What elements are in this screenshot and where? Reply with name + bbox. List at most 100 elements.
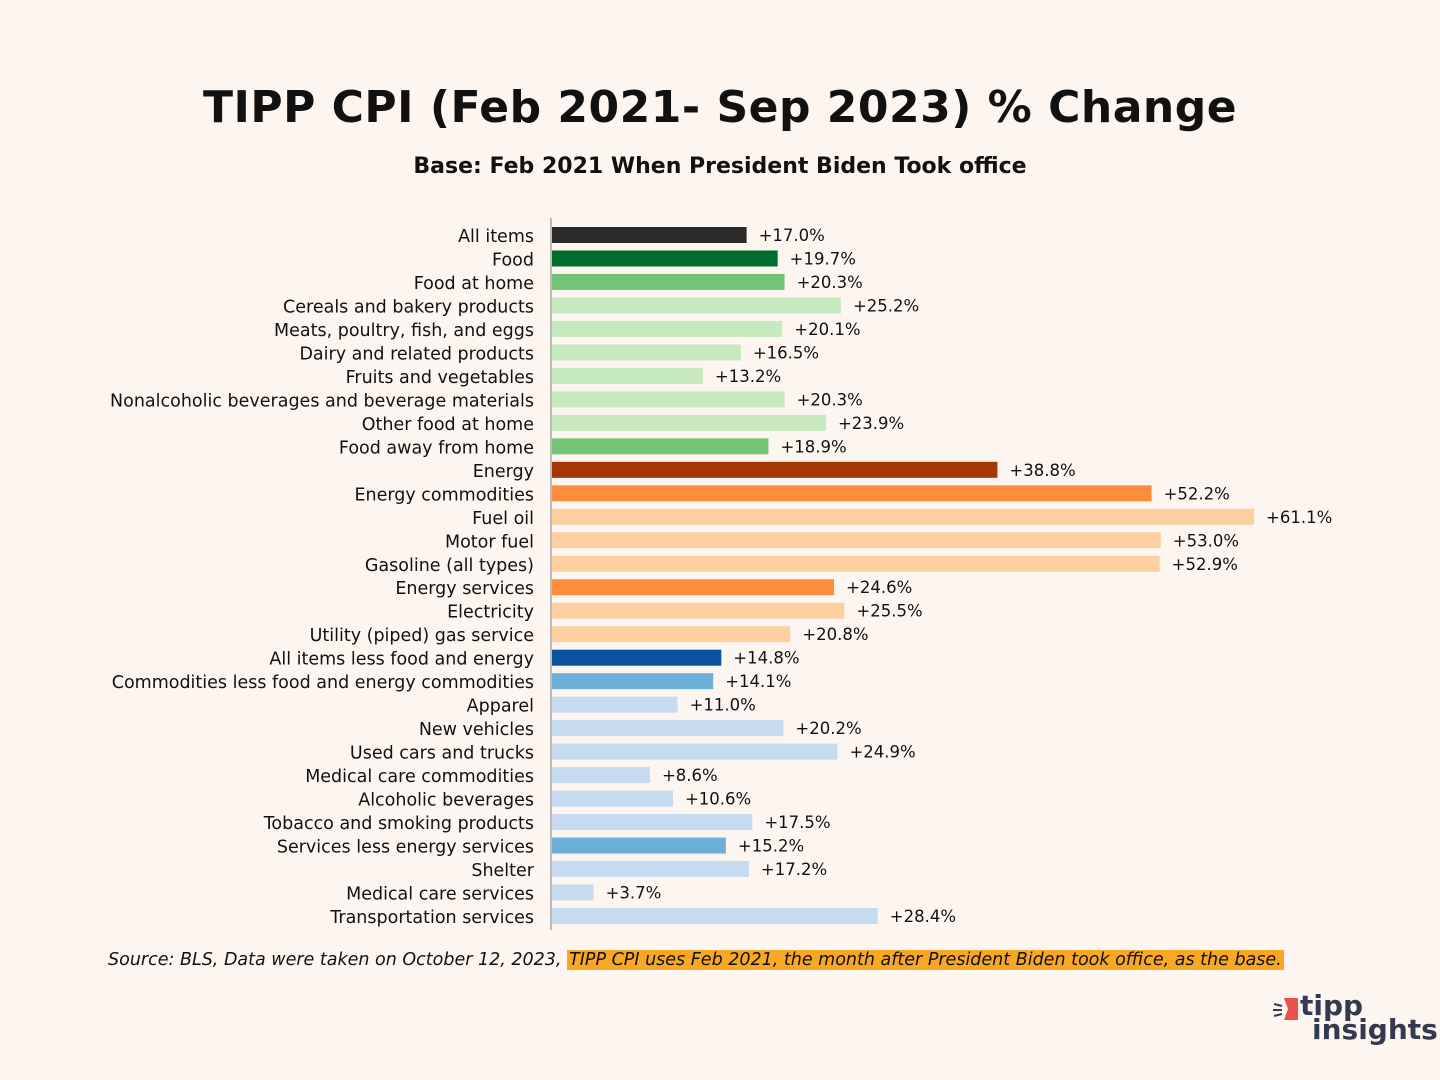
category-label: Utility (piped) gas service — [310, 626, 534, 646]
bar — [551, 626, 791, 643]
data-label: +53.0% — [1173, 531, 1239, 550]
bar — [551, 344, 741, 361]
category-label: Electricity — [447, 603, 534, 623]
category-label: Energy — [473, 462, 534, 482]
data-label: +10.6% — [685, 790, 751, 809]
bar — [551, 273, 785, 290]
category-label: All items less food and energy — [269, 650, 534, 670]
data-label: +52.9% — [1172, 555, 1238, 574]
logo-line1: tipp — [1300, 989, 1364, 1022]
category-label: Gasoline (all types) — [365, 556, 534, 576]
bar — [551, 743, 838, 760]
category-label: Energy commodities — [354, 485, 534, 505]
bar — [551, 673, 714, 690]
base-note-highlight: TIPP CPI uses Feb 2021, the month after … — [567, 950, 1284, 970]
category-label: Cereals and bakery products — [283, 297, 534, 317]
category-label: Other food at home — [362, 415, 534, 435]
bar — [551, 861, 749, 878]
data-label: +3.7% — [606, 884, 662, 903]
data-label: +11.0% — [690, 696, 756, 715]
category-label: All items — [458, 227, 534, 247]
bar — [551, 461, 998, 478]
category-label: Alcoholic beverages — [358, 791, 534, 811]
bar — [551, 320, 783, 337]
data-label: +8.6% — [662, 766, 718, 785]
data-label: +28.4% — [890, 907, 956, 926]
category-label: Apparel — [467, 697, 534, 717]
data-label: +25.5% — [856, 602, 922, 621]
bar — [551, 391, 785, 408]
bar — [551, 814, 753, 831]
data-label: +38.8% — [1009, 461, 1075, 480]
bar — [551, 837, 726, 854]
bar — [551, 790, 673, 807]
bar — [551, 414, 826, 431]
data-label: +20.8% — [802, 625, 868, 644]
data-label: +19.7% — [790, 249, 856, 268]
data-label: +25.2% — [853, 296, 919, 315]
data-label: +23.9% — [838, 414, 904, 433]
source-text: Source: BLS, Data were taken on October … — [108, 950, 562, 970]
bar — [551, 532, 1161, 549]
bar — [551, 508, 1254, 525]
bar — [551, 438, 769, 455]
category-label: Food at home — [414, 274, 534, 294]
data-label: +61.1% — [1266, 508, 1332, 527]
data-label: +20.3% — [797, 390, 863, 409]
data-label: +14.1% — [725, 672, 791, 691]
category-label: Food — [492, 250, 534, 270]
category-label: Medical care services — [346, 885, 534, 905]
bar — [551, 649, 722, 666]
data-label: +17.5% — [764, 813, 830, 832]
data-label: +17.2% — [761, 860, 827, 879]
category-label: Nonalcoholic beverages and beverage mate… — [110, 391, 534, 411]
category-label: Fruits and vegetables — [346, 368, 534, 388]
bar — [551, 579, 835, 596]
bar — [551, 884, 594, 901]
data-label: +24.6% — [846, 578, 912, 597]
data-label: +20.2% — [795, 719, 861, 738]
bar — [551, 227, 747, 243]
logo-flag-icon — [1273, 998, 1298, 1020]
data-label: +20.1% — [794, 320, 860, 339]
tipp-insights-logo: tipp insights — [1272, 989, 1438, 1053]
source-note: Source: BLS, Data were taken on October … — [108, 950, 1284, 970]
category-label: Shelter — [471, 861, 534, 881]
data-label: +17.0% — [759, 226, 825, 245]
category-label: Dairy and related products — [299, 344, 534, 364]
data-label: +16.5% — [753, 343, 819, 362]
category-label: Meats, poultry, fish, and eggs — [274, 321, 534, 341]
data-label: +13.2% — [715, 367, 781, 386]
bar — [551, 602, 845, 619]
logo-line2: insights — [1312, 1013, 1438, 1046]
bar — [551, 250, 778, 267]
data-label: +18.9% — [780, 437, 846, 456]
data-label: +20.3% — [797, 273, 863, 292]
chart-subtitle: Base: Feb 2021 When President Biden Took… — [413, 154, 1027, 179]
bar — [551, 555, 1160, 572]
category-label: New vehicles — [419, 720, 534, 740]
chart-title: TIPP CPI (Feb 2021- Sep 2023) % Change — [202, 82, 1238, 133]
bar — [551, 908, 878, 924]
category-label: Commodities less food and energy commodi… — [112, 673, 534, 693]
category-label: Medical care commodities — [305, 767, 534, 787]
data-label: +52.2% — [1164, 484, 1230, 503]
category-label: Tobacco and smoking products — [263, 814, 534, 834]
category-label: Motor fuel — [445, 532, 534, 552]
bar — [551, 767, 650, 784]
category-label: Used cars and trucks — [350, 744, 534, 764]
data-label: +24.9% — [849, 743, 915, 762]
data-label: +15.2% — [738, 837, 804, 856]
category-label: Food away from home — [339, 438, 534, 458]
bar — [551, 720, 784, 737]
bar — [551, 367, 703, 384]
category-label: Fuel oil — [472, 509, 534, 529]
data-label: +14.8% — [733, 649, 799, 668]
bar — [551, 696, 678, 713]
bar — [551, 297, 841, 314]
category-label: Energy services — [395, 579, 534, 599]
category-label: Services less energy services — [277, 838, 534, 858]
category-label: Transportation services — [329, 908, 534, 928]
bar — [551, 485, 1152, 502]
